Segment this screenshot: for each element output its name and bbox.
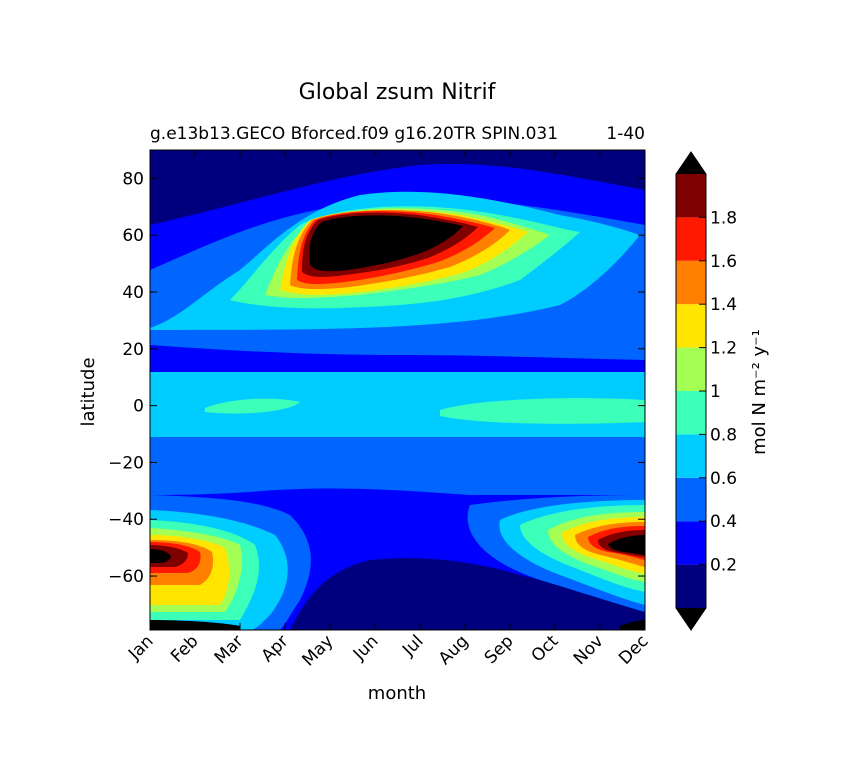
y-tick-label: −40	[108, 510, 144, 530]
colorbar-swatch-1	[676, 521, 706, 565]
x-tick-label: Jul	[398, 631, 427, 660]
colorbar-swatch-5	[676, 347, 706, 391]
colorbar-swatch-2	[676, 477, 706, 522]
plot-frame	[149, 149, 646, 631]
chart-subtitle-right: 1-40	[606, 124, 645, 144]
chart-title: Global zsum Nitrif	[299, 80, 497, 105]
colorbar-swatch-3	[676, 434, 706, 478]
contour-level-over	[150, 215, 645, 630]
y-axis: −60 −40 −20 0 20 40 60 80	[108, 169, 645, 587]
y-tick-label: 80	[122, 169, 144, 189]
y-axis-label: latitude	[78, 357, 99, 426]
x-tick-label: Jun	[349, 631, 383, 665]
chart-subtitle-left: g.e13b13.GECO Bforced.f09 g16.20TR SPIN.…	[150, 124, 558, 144]
x-tick-label: Oct	[528, 631, 563, 666]
colorbar: 0.2 0.4 0.6 0.8 1 1.2 1.4 1.6 1.8	[675, 151, 737, 631]
y-tick-label: 20	[122, 340, 144, 360]
contour-fill-black-south-east	[608, 535, 645, 555]
contour-fill-black-south-bottom-right	[620, 620, 645, 630]
x-tick-label: May	[299, 631, 338, 670]
contour-fill-aqua-eq-west	[205, 398, 300, 414]
colorbar-extend-over	[676, 152, 706, 174]
plot-area	[150, 150, 645, 630]
x-axis-label: month	[368, 683, 426, 704]
y-tick-label: 60	[122, 226, 144, 246]
colorbar-tick-label: 0.4	[710, 512, 737, 532]
x-tick-label: Mar	[211, 631, 248, 668]
y-tick-label: 0	[133, 397, 144, 417]
x-tick-label: Sep	[481, 631, 518, 668]
y-tick-label: −20	[108, 453, 144, 473]
colorbar-tick-label: 0.2	[710, 556, 737, 576]
colorbar-tick-label: 0.8	[710, 425, 737, 445]
y-tick-label: −60	[108, 567, 144, 587]
contour-fill-azure-tropics	[150, 435, 645, 495]
colorbar-swatch-9	[676, 174, 706, 218]
colorbar-tick-label: 1.4	[710, 295, 737, 315]
colorbar-tick-label: 1	[710, 382, 721, 402]
x-tick-label: Nov	[570, 631, 608, 669]
y-tick-label: 40	[122, 283, 144, 303]
x-tick-label: Aug	[435, 631, 473, 669]
x-tick-label: Dec	[615, 631, 652, 668]
contour-fill-aqua-eq-east	[440, 398, 645, 424]
colorbar-swatch-6	[676, 304, 706, 348]
contour-fill-black-north	[309, 215, 463, 272]
x-tick-label: Feb	[167, 631, 202, 666]
colorbar-swatch-4	[676, 391, 706, 435]
colorbar-extend-under	[676, 608, 706, 630]
colorbar-swatch-0	[676, 564, 706, 608]
colorbar-tick-label: 1.2	[710, 339, 737, 359]
x-tick-label: Jan	[124, 631, 157, 664]
colorbar-label: mol N m⁻² y⁻¹	[749, 329, 770, 455]
colorbar-frame	[675, 151, 707, 631]
contour-fill-black-south-west	[150, 549, 171, 563]
x-tick-label: Apr	[258, 631, 293, 666]
colorbar-tick-label: 0.6	[710, 469, 737, 489]
colorbar-tick-label: 1.6	[710, 252, 737, 272]
colorbar-tick-label: 1.8	[710, 208, 737, 228]
colorbar-swatch-7	[676, 260, 706, 305]
colorbar-swatch-8	[676, 217, 706, 261]
